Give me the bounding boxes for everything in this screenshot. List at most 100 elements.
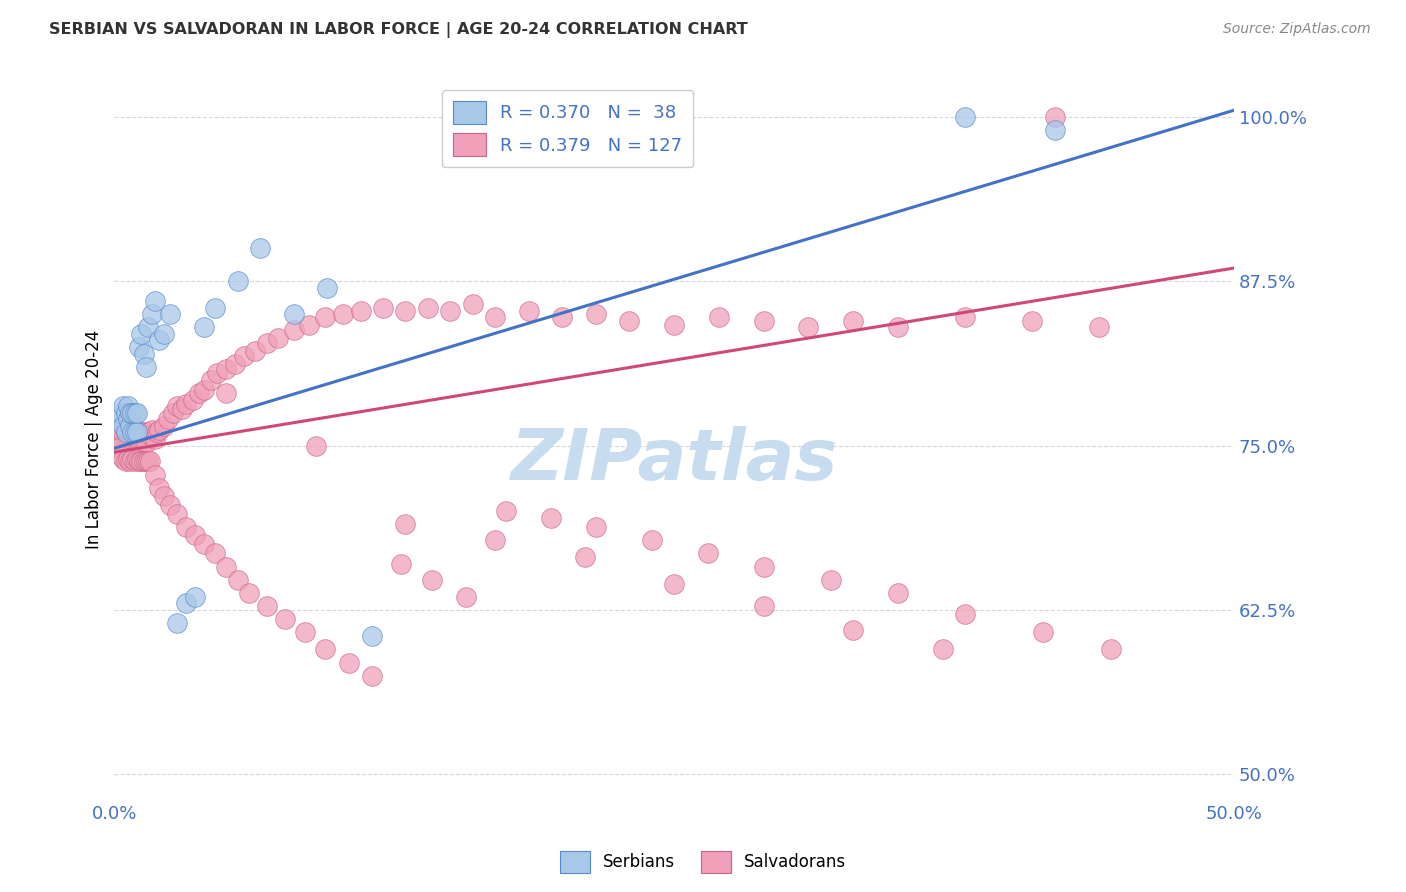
Point: [120, 406, 142, 420]
Point: [394, 517, 416, 532]
Point: [143, 293, 166, 308]
Point: [1043, 123, 1066, 137]
Point: [159, 307, 181, 321]
Point: [389, 557, 412, 571]
Point: [125, 425, 148, 440]
Point: [108, 425, 131, 440]
Point: [200, 373, 222, 387]
Point: [1099, 642, 1122, 657]
Point: [1032, 625, 1054, 640]
Point: [953, 310, 976, 324]
Point: [1043, 110, 1066, 124]
Point: [120, 454, 142, 468]
Point: [125, 425, 148, 440]
Point: [136, 454, 159, 468]
Point: [112, 418, 135, 433]
Point: [842, 623, 865, 637]
Point: [121, 432, 143, 446]
Point: [117, 432, 139, 446]
Point: [120, 425, 142, 440]
Point: [128, 425, 150, 440]
Point: [124, 425, 146, 440]
Point: [707, 310, 730, 324]
Point: [619, 314, 641, 328]
Point: [641, 533, 664, 548]
Point: [245, 343, 267, 358]
Point: [484, 310, 506, 324]
Point: [495, 504, 517, 518]
Point: [136, 320, 159, 334]
Point: [139, 454, 162, 468]
Point: [174, 596, 197, 610]
Point: [360, 669, 382, 683]
Point: [574, 550, 596, 565]
Point: [215, 362, 238, 376]
Point: [204, 301, 226, 315]
Point: [184, 528, 207, 542]
Point: [124, 439, 146, 453]
Point: [135, 454, 157, 468]
Point: [124, 454, 146, 468]
Point: [108, 412, 131, 426]
Point: [394, 304, 416, 318]
Point: [484, 533, 506, 548]
Point: [124, 428, 146, 442]
Point: [114, 418, 136, 433]
Point: [193, 537, 215, 551]
Point: [316, 281, 339, 295]
Point: [752, 559, 775, 574]
Point: [135, 359, 157, 374]
Point: [125, 436, 148, 450]
Point: [454, 590, 477, 604]
Point: [887, 586, 910, 600]
Point: [193, 320, 215, 334]
Point: [233, 349, 256, 363]
Point: [129, 425, 152, 440]
Point: [350, 304, 373, 318]
Point: [662, 318, 685, 332]
Point: [267, 331, 290, 345]
Legend: Serbians, Salvadorans: Serbians, Salvadorans: [554, 845, 852, 880]
Point: [696, 546, 718, 560]
Point: [120, 418, 142, 433]
Point: [117, 412, 139, 426]
Point: [820, 573, 842, 587]
Point: [108, 442, 131, 456]
Point: [139, 428, 162, 442]
Point: [152, 326, 174, 341]
Point: [143, 467, 166, 482]
Point: [166, 616, 188, 631]
Point: [517, 304, 540, 318]
Point: [226, 573, 249, 587]
Point: [129, 326, 152, 341]
Point: [121, 451, 143, 466]
Point: [842, 314, 865, 328]
Point: [124, 406, 146, 420]
Point: [112, 425, 135, 440]
Point: [416, 301, 439, 315]
Point: [166, 399, 188, 413]
Point: [662, 576, 685, 591]
Point: [112, 451, 135, 466]
Point: [132, 436, 155, 450]
Point: [174, 396, 197, 410]
Point: [129, 436, 152, 450]
Point: [551, 310, 574, 324]
Point: [143, 432, 166, 446]
Point: [298, 318, 321, 332]
Point: [141, 307, 163, 321]
Point: [128, 454, 150, 468]
Point: [121, 406, 143, 420]
Point: [540, 511, 562, 525]
Point: [953, 110, 976, 124]
Point: [114, 425, 136, 440]
Point: [132, 346, 155, 360]
Point: [170, 401, 193, 416]
Point: [215, 559, 238, 574]
Point: [256, 599, 278, 613]
Point: [249, 241, 271, 255]
Point: [1021, 314, 1043, 328]
Point: [752, 599, 775, 613]
Text: SERBIAN VS SALVADORAN IN LABOR FORCE | AGE 20-24 CORRELATION CHART: SERBIAN VS SALVADORAN IN LABOR FORCE | A…: [49, 22, 748, 38]
Point: [146, 425, 169, 440]
